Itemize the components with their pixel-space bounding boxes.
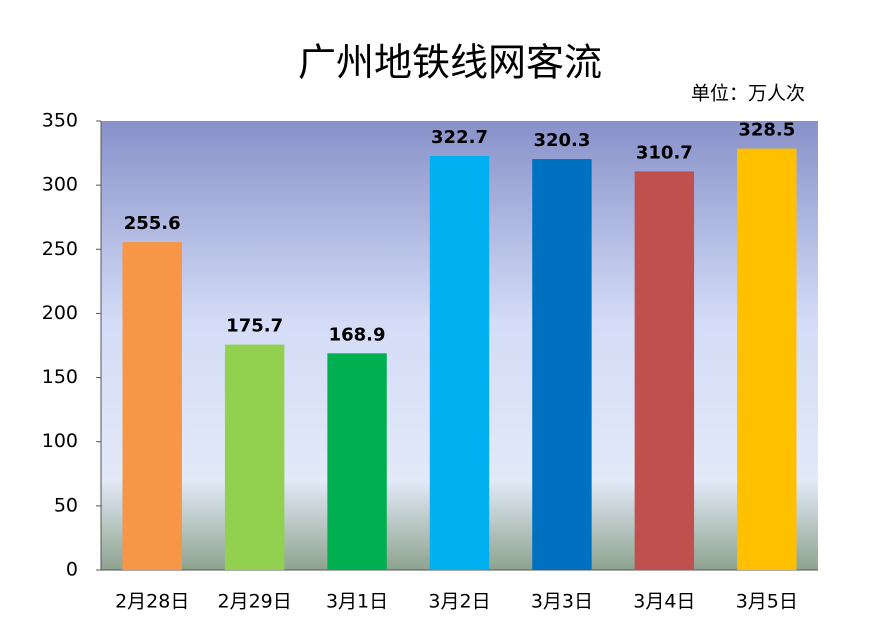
bar [737, 148, 797, 570]
bar [634, 171, 695, 570]
x-tick-label: 3月4日 [633, 591, 695, 613]
chart-title: 广州地铁线网客流 [298, 41, 602, 85]
unit-note: 单位：万人次 [691, 83, 805, 105]
y-tick-label: 350 [42, 110, 78, 132]
x-tick-label: 2月28日 [115, 591, 189, 613]
y-tick-label: 250 [42, 238, 78, 260]
value-label: 328.5 [738, 120, 795, 141]
value-label: 255.6 [124, 213, 181, 234]
x-tick-label: 3月5日 [736, 591, 798, 613]
y-tick-label: 0 [66, 559, 78, 581]
y-tick-label: 50 [54, 494, 78, 516]
bar [429, 156, 490, 570]
y-tick-label: 200 [42, 302, 78, 324]
value-label: 175.7 [226, 316, 283, 337]
bar [122, 242, 182, 570]
y-tick-label: 100 [42, 430, 78, 452]
y-tick-label: 300 [42, 174, 78, 196]
bar [224, 344, 285, 570]
x-tick-label: 2月29日 [218, 591, 292, 613]
value-label: 320.3 [533, 130, 590, 151]
x-tick-label: 3月3日 [531, 591, 593, 613]
value-label: 168.9 [329, 324, 386, 345]
x-tick-label: 3月2日 [428, 591, 490, 613]
value-label: 310.7 [636, 142, 693, 163]
y-tick-label: 150 [42, 366, 78, 388]
value-label: 322.7 [431, 127, 488, 148]
bar [327, 353, 387, 570]
x-tick-label: 3月1日 [326, 591, 388, 613]
bar [532, 159, 592, 570]
